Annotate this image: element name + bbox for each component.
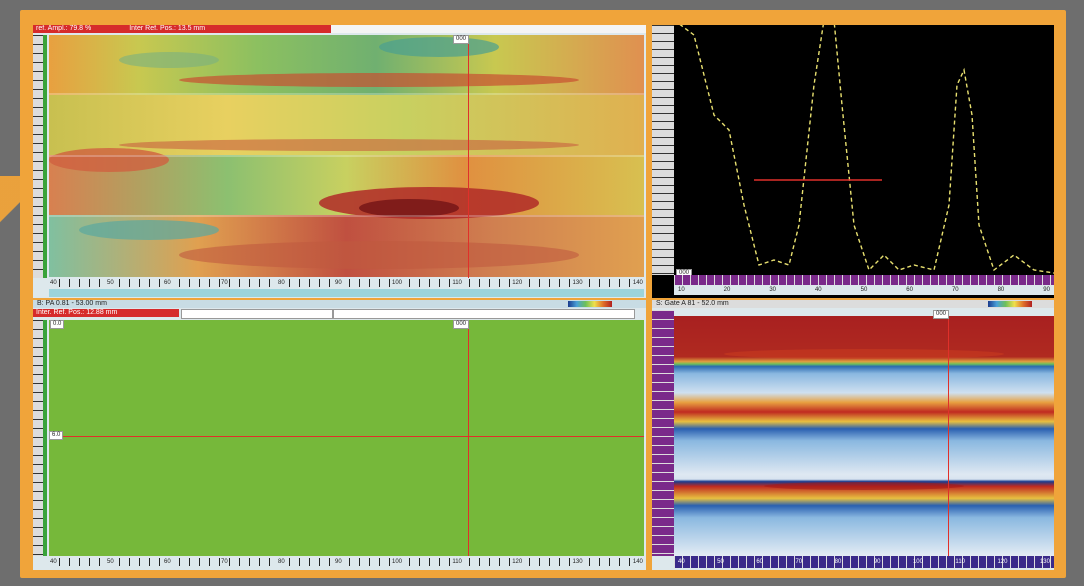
tick: 120 [511,558,524,566]
tick: 80 [277,558,286,566]
bscan-header-field [181,309,333,319]
sscan-title: S: Gate A 81 - 52.0 mm [656,300,729,307]
sscan-panel[interactable]: S: Gate A 81 - 52.0 mm 000 40 50 60 [652,300,1054,570]
tick: 60 [163,558,172,566]
sscan-image[interactable] [674,316,1054,556]
sscan-titlebar: S: Gate A 81 - 52.0 mm [652,300,1054,308]
ascan-x-ruler[interactable] [674,275,1054,285]
ascan-panel[interactable]: 000 10 20 30 40 50 60 70 80 90 [652,25,1054,298]
position-readout: Inter Ref. Pos.: 13.5 mm [129,25,206,32]
tick: 100 [391,558,404,566]
tick: 120 [997,559,1008,565]
cscan-header-bar: ref. Ampl.: 79.8 % Inter Ref. Pos.: 13.5… [33,25,331,33]
cscan-cursor-label: 000 [453,35,470,44]
tick: 90 [334,279,343,287]
tick: 90 [1043,287,1050,293]
tick: 100 [391,279,404,287]
cscan-cursor-vertical[interactable] [468,35,469,278]
tick: 120 [511,279,524,287]
bscan-colorscale [568,301,612,307]
amplitude-readout: ref. Ampl.: 79.8 % [36,25,92,32]
bscan-side-marker: 6.0 [49,431,64,440]
sscan-x-ruler[interactable]: 40 50 60 70 80 90 100 110 120 130 [674,556,1054,568]
cscan-x-ruler[interactable]: 40 50 60 70 80 90 100 110 120 130 140 [49,279,644,287]
tick: 50 [106,558,115,566]
tick: 40 [49,558,58,566]
tick: 30 [769,287,776,293]
tick: 40 [49,279,58,287]
tick: 140 [631,558,644,566]
tick: 60 [906,287,913,293]
bscan-panel[interactable]: B: PA 0.81 - 53.00 mm Inter. Ref. Pos.: … [33,300,646,570]
tick: 50 [860,287,868,293]
tick: 100 [912,559,923,565]
tick: 90 [334,558,343,566]
sscan-cursor-vertical[interactable] [948,312,949,556]
sscan-cursor-label: 000 [933,310,950,319]
tick: 10 [678,287,685,293]
tick: 90 [873,559,881,565]
cscan-titlebar [33,25,646,33]
cscan-scrollbar[interactable] [49,289,644,297]
tick: 40 [814,287,822,293]
bscan-ruler-indicator [43,320,47,556]
tick: 50 [717,559,724,565]
ascan-vertical-ruler[interactable] [652,25,674,275]
tick: 70 [951,287,959,293]
bscan-title: B: PA 0.81 - 53.00 mm [37,300,107,307]
tick: 60 [163,279,172,287]
cscan-ruler-indicator [43,35,47,278]
tick: 130 [1039,559,1050,565]
bscan-titlebar: B: PA 0.81 - 53.00 mm [33,300,646,308]
tick: 110 [955,559,965,565]
tick: 60 [756,559,763,565]
tick: 70 [795,559,803,565]
tick: 130 [571,558,584,566]
bscan-position-readout: Inter. Ref. Pos.: 12.88 mm [36,309,118,316]
bscan-cursor-label-left: 0.0 [50,320,65,329]
decorative-arrow [0,176,34,256]
tick: 80 [834,559,842,565]
tick: 40 [678,559,685,565]
tick: 80 [277,279,286,287]
tick: 20 [723,287,731,293]
ascan-x-labels: 10 20 30 40 50 60 70 80 90 [674,285,1054,295]
bscan-cursor-label-top: 000 [453,320,470,329]
sscan-vertical-ruler[interactable] [652,310,674,556]
bscan-cursor-horizontal[interactable] [49,436,644,437]
cscan-panel[interactable]: ref. Ampl.: 79.8 % Inter Ref. Pos.: 13.5… [33,25,646,298]
tick: 130 [571,279,584,287]
bscan-image[interactable] [49,320,644,556]
tick: 110 [451,558,463,566]
bscan-x-ruler[interactable]: 40 50 60 70 80 90 100 110 120 130 140 [49,558,644,566]
bscan-header-field-2 [333,309,635,319]
tick: 140 [631,279,644,287]
tick: 70 [220,558,229,566]
ascan-waveform[interactable] [674,25,1054,275]
cscan-image[interactable] [49,35,644,277]
bscan-cursor-vertical[interactable] [468,320,469,556]
sscan-colorscale [988,301,1032,307]
bscan-header-bar: Inter. Ref. Pos.: 12.88 mm [33,309,179,317]
tick: 110 [451,279,463,287]
tick: 80 [997,287,1005,293]
tick: 50 [106,279,115,287]
tick: 70 [220,279,229,287]
